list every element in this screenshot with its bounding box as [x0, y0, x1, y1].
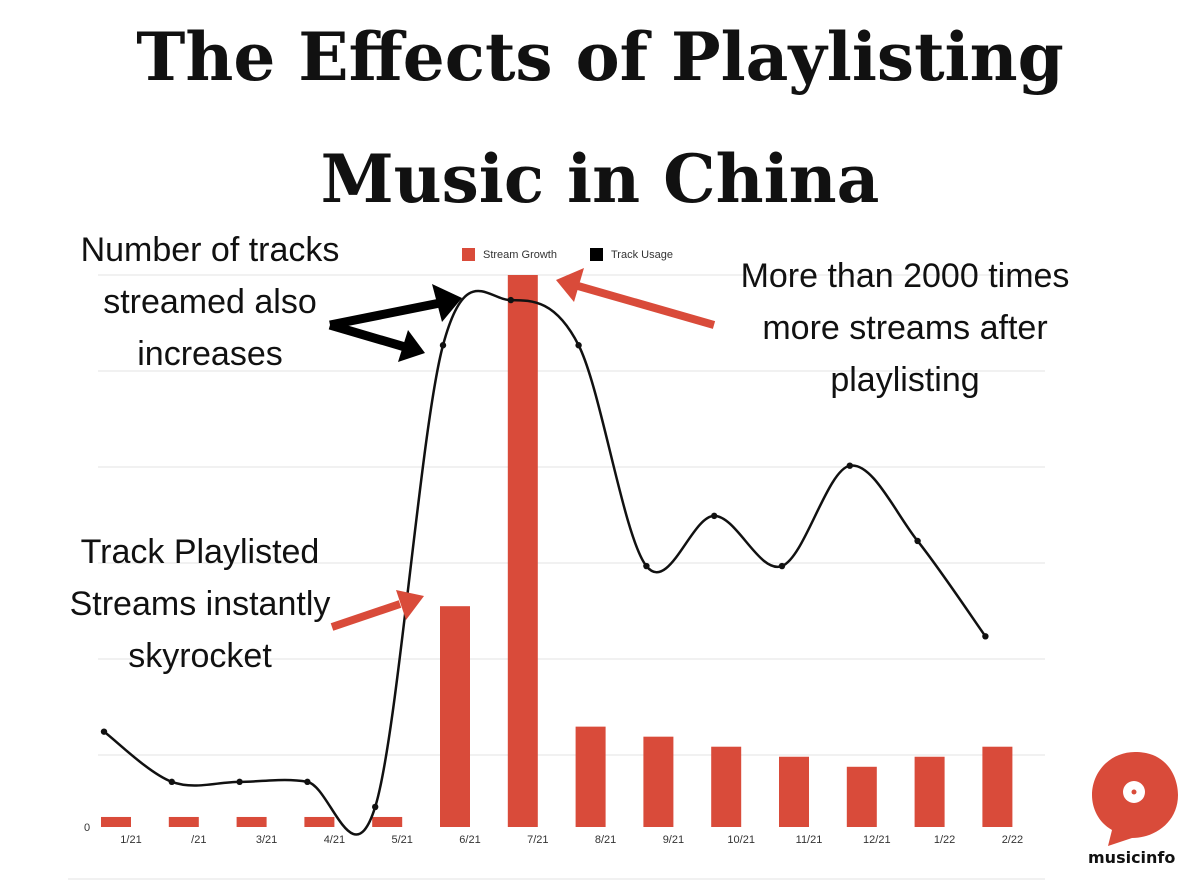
x-tick-label-12-21: 12/21 [863, 834, 891, 846]
point-6-21 [439, 342, 447, 349]
x-axis-ticks: 1/21/21 3/21 4/21 5/21 6/21 7/21 8/21 9/21 10/21… [120, 834, 1023, 846]
legend: Stream Growth Track Usage [462, 248, 673, 261]
point-5-21 [372, 803, 379, 811]
bar-1-21 [101, 816, 131, 827]
x-tick-label-7-21: 7/21 [527, 834, 548, 846]
x-tick-label-9-21: 9/21 [663, 834, 684, 846]
legend-swatch-stream-growth [462, 248, 475, 261]
point-12-21 [846, 462, 853, 469]
x-tick-label-5-21: 5/21 [391, 834, 412, 846]
legend-label-stream-growth: Stream Growth [483, 249, 557, 261]
arrow-playlisted [330, 590, 424, 631]
bar-5-21 [372, 816, 403, 827]
x-tick-label-10-21: 10/21 [727, 834, 755, 846]
point-10-21 [711, 512, 718, 520]
point-7-21 [507, 296, 514, 304]
point-11-21 [778, 562, 786, 570]
point-4-21 [304, 778, 311, 786]
x-tick-label-8-21: 8/21 [595, 834, 616, 846]
annotation-streams: More than 2000 times more streams after … [740, 257, 1070, 399]
arrow-streams [556, 268, 716, 329]
bar-11-21 [779, 756, 809, 827]
gridlines [68, 274, 1045, 880]
logo-text: musicinfo [1088, 848, 1176, 867]
bar-8-21 [575, 726, 606, 827]
bar-7-21 [507, 275, 538, 827]
point-8-21 [575, 342, 582, 349]
arrow-tracks-upper [329, 284, 462, 330]
legend-label-track-usage: Track Usage [611, 249, 673, 261]
point-1-22 [914, 537, 921, 545]
musicinfo-logo-icon [1092, 752, 1178, 846]
legend-swatch-track-usage [590, 248, 603, 261]
x-tick-label--21: /21 [191, 834, 206, 846]
annotation-playlisted: Track Playlisted Streams instantly skyro… [69, 533, 331, 675]
bar--21 [168, 816, 199, 827]
x-tick-label-1-22: 1/22 [934, 834, 955, 846]
bar-6-21 [440, 606, 470, 827]
bar-12-21 [846, 766, 877, 827]
point-3-21 [236, 778, 243, 786]
bar-4-21 [304, 816, 335, 827]
x-tick-label-3-21: 3/21 [256, 834, 277, 846]
x-tick-label-4-21: 4/21 [324, 834, 345, 846]
x-tick-label-11-21: 11/21 [796, 834, 823, 846]
x-tick-label-1-21: 1/21 [120, 834, 141, 846]
bar-9-21 [643, 736, 674, 827]
annotation-tracks: Number of tracks streamed also increases [80, 231, 340, 373]
arrow-tracks-lower [328, 320, 425, 362]
point--21 [168, 778, 175, 786]
bar-10-21 [711, 746, 742, 827]
bar-1-22 [914, 756, 945, 827]
bar-series [101, 275, 1013, 827]
x-tick-label-2-22: 2/22 [1002, 834, 1023, 846]
bar-3-21 [236, 816, 267, 827]
chart-title-line1: The Effects of Playlisting [136, 18, 1064, 96]
bar-2-22 [982, 746, 1013, 827]
point-1-21 [100, 728, 108, 735]
point-2-22 [982, 633, 989, 640]
y-tick-label-0: 0 [84, 822, 90, 834]
point-9-21 [643, 562, 650, 570]
x-tick-label-6-21: 6/21 [459, 834, 480, 846]
chart-title-line2: Music in China [320, 140, 880, 218]
line-series [100, 289, 989, 836]
track-usage-line [103, 289, 987, 836]
